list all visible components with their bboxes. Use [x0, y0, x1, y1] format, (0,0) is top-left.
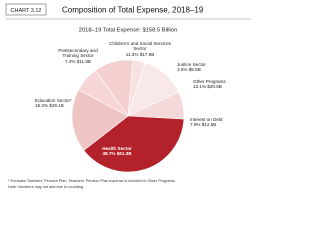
- slice-label: Justice Sector 3.5% $5.5B: [177, 62, 217, 73]
- category-label: Children's and Social Services Sector: [109, 41, 171, 52]
- page: CHART 3.12 Composition of Total Expense,…: [5, 3, 251, 189]
- value-label: 38.7% $61.3B: [102, 151, 132, 157]
- slice-label: Health Sector 38.7% $61.3B: [92, 146, 142, 157]
- slice-label: Interest on Debt 7.9% $12.5B: [190, 117, 240, 128]
- slice-label: Postsecondary and Training Sector 7.4% $1…: [52, 48, 104, 64]
- footnote: Note: Numbers may not add due to roundin…: [8, 185, 84, 189]
- category-label: Interest on Debt: [190, 117, 223, 122]
- value-label: 18.3% $29.1B: [35, 103, 64, 109]
- slice-label: Education Sector* 18.3% $29.1B: [35, 98, 75, 109]
- chart: CHART 3.12 Composition of Total Expense,…: [5, 3, 251, 189]
- chart-title: Composition of Total Expense, 2018–19: [62, 6, 204, 15]
- value-label: 3.5% $5.5B: [177, 67, 201, 73]
- value-label: 7.4% $11.8B: [65, 58, 91, 64]
- subtitle: 2018–19 Total Expense: $158.5 Billion: [79, 28, 178, 34]
- footnote: * Excludes Teachers' Pension Plan. Teach…: [8, 179, 176, 183]
- pie-slice: [71, 89, 129, 151]
- category-label: Other Programs: [193, 79, 226, 84]
- value-label: 7.9% $12.5B: [190, 122, 217, 128]
- category-label: Education Sector*: [35, 98, 72, 103]
- pie-slice: [83, 115, 185, 173]
- slice-label: Other Programs 13.1% $20.8B: [193, 79, 243, 90]
- pie-slice: [78, 69, 129, 117]
- value-label: 11.3% $17.9B: [125, 51, 155, 57]
- value-label: 13.1% $20.8B: [193, 84, 222, 90]
- badge: CHART 3.12: [11, 8, 42, 14]
- category-label: Justice Sector: [177, 62, 206, 67]
- badge-box: [5, 3, 47, 16]
- category-label: Health Sector: [102, 146, 132, 151]
- slice-label: Children's and Social Services Sector 11.…: [108, 41, 172, 57]
- category-label: Postsecondary and Training Sector: [58, 48, 98, 59]
